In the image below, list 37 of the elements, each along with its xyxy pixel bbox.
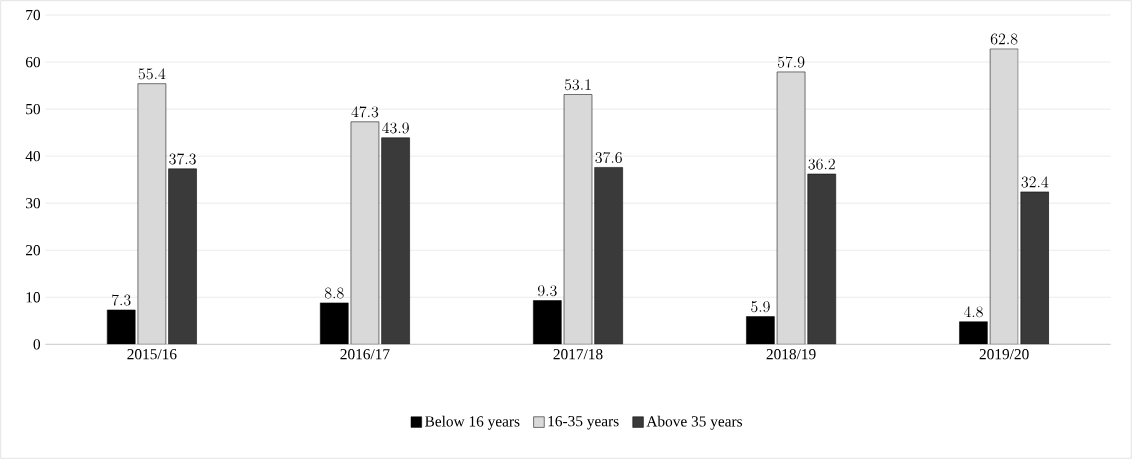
y-tick-label: 60 (25, 56, 41, 68)
legend-label: 16-35 years (548, 416, 619, 430)
data-label: 43.9 (382, 122, 409, 134)
legend-label: Below 16 years (425, 415, 520, 430)
data-label: 7.3 (112, 294, 131, 306)
data-label: 32.4 (1021, 176, 1049, 188)
data-label: 5.9 (751, 301, 770, 313)
y-tick-label: 40 (25, 150, 41, 162)
data-label: 36.2 (808, 158, 835, 170)
data-label: 55.4 (138, 68, 166, 80)
y-tick-label: 70 (26, 9, 41, 21)
y-tick-label: 20 (25, 245, 41, 256)
data-label: 57.9 (777, 56, 805, 68)
bar (350, 121, 380, 345)
data-label: 62.8 (990, 33, 1018, 45)
x-tick-label: 2017/18 (553, 349, 603, 360)
x-tick-label: 2018/19 (766, 349, 816, 360)
x-tick-label: 2015/16 (127, 349, 177, 360)
y-tick-label: 10 (26, 292, 41, 303)
data-label: 37.3 (169, 153, 196, 165)
data-label: 8.8 (324, 287, 344, 299)
y-tick-label: 30 (26, 198, 41, 209)
bar (563, 94, 593, 345)
legend-label: Above 35 years (646, 415, 743, 430)
bar (776, 71, 806, 345)
data-label: 47.3 (351, 106, 379, 118)
y-tick-label: 0 (33, 339, 41, 350)
data-label: 4.8 (963, 306, 983, 318)
x-tick-label: 2016/17 (340, 349, 390, 360)
data-label: 9.3 (537, 285, 557, 297)
bar (989, 48, 1019, 345)
x-tick-label: 2019/20 (979, 349, 1029, 360)
bar (1020, 191, 1050, 345)
bar (137, 83, 167, 345)
data-label: 37.6 (595, 151, 622, 164)
data-label: 53. 1 (564, 79, 591, 91)
y-tick-label: 50 (26, 103, 41, 115)
